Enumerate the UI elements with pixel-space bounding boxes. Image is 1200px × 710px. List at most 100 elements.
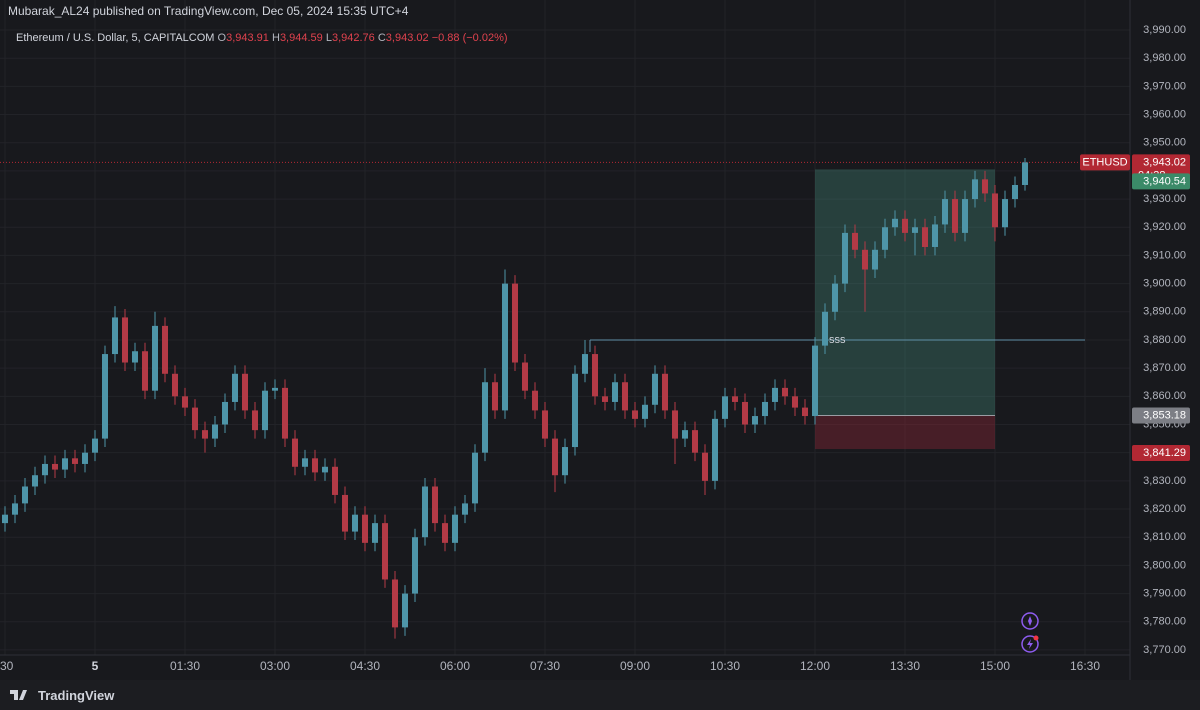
candle-body xyxy=(302,458,308,467)
candle-body xyxy=(182,396,188,408)
candle-body xyxy=(622,382,628,411)
candle-body xyxy=(132,351,138,363)
candle-body xyxy=(902,218,908,233)
entry-tag-bg xyxy=(1132,407,1190,424)
candle-body xyxy=(542,410,548,439)
candle-body xyxy=(522,362,528,391)
candle-body xyxy=(862,249,868,270)
low-value: 3,942.76 xyxy=(332,32,375,44)
candle-body xyxy=(912,227,918,233)
candle-body xyxy=(442,523,448,543)
candle-body xyxy=(72,458,78,464)
brand: TradingView xyxy=(38,687,115,703)
candle-body xyxy=(872,249,878,270)
candle-body xyxy=(222,401,228,425)
y-tick-label: 3,990.00 xyxy=(1143,24,1186,36)
y-tick-label: 3,980.00 xyxy=(1143,52,1186,64)
candle-body xyxy=(272,387,278,391)
x-tick-label: 5 xyxy=(92,659,99,673)
open-label: O xyxy=(218,32,227,44)
x-tick-label: 09:00 xyxy=(620,659,650,673)
candle-body xyxy=(592,354,598,397)
logo xyxy=(10,690,27,700)
candle-body xyxy=(572,373,578,448)
candle-body xyxy=(412,537,418,594)
candle-body xyxy=(662,373,668,411)
candle-body xyxy=(1012,184,1018,200)
chart: sss 3,770.00 3,780.00 3,790.00 3,800.00 3,81… xyxy=(0,0,1190,680)
low-label: L xyxy=(326,32,332,44)
candle-body xyxy=(752,416,758,425)
candle-body xyxy=(672,410,678,439)
candle-body xyxy=(532,390,538,411)
y-tick-label: 3,790.00 xyxy=(1143,587,1186,599)
candle-body xyxy=(732,396,738,402)
candle-body xyxy=(312,458,318,473)
candle-body xyxy=(212,424,218,439)
candle-body xyxy=(152,325,158,391)
x-tick-label: 12:00 xyxy=(800,659,830,673)
candle-body xyxy=(372,523,378,543)
y-tick-label: 3,890.00 xyxy=(1143,306,1186,318)
candle-body xyxy=(492,382,498,411)
candle-body xyxy=(142,351,148,391)
candle-body xyxy=(512,283,518,363)
x-tick-label: 06:00 xyxy=(440,659,470,673)
candle-body xyxy=(332,466,338,495)
candle-body xyxy=(122,317,128,363)
candle-body xyxy=(292,438,298,467)
candle-body xyxy=(602,396,608,402)
candle-body xyxy=(252,410,258,431)
x-tick-label: 15:00 xyxy=(980,659,1010,673)
candle-body xyxy=(12,503,18,515)
y-tick-label: 3,870.00 xyxy=(1143,362,1186,374)
x-tick-label: 16:30 xyxy=(1070,659,1100,673)
candle-body xyxy=(712,418,718,481)
target-tag-bg xyxy=(1132,173,1190,190)
candle-body xyxy=(432,486,438,524)
change: −0.88 (−0.02%) xyxy=(432,32,508,44)
candle-body xyxy=(582,354,588,374)
candle-body xyxy=(1022,162,1028,185)
y-tick-label: 3,910.00 xyxy=(1143,249,1186,261)
candle-body xyxy=(562,447,568,476)
candle-body xyxy=(632,410,638,419)
candle-body xyxy=(112,317,118,355)
candle-body xyxy=(922,227,928,247)
y-tick-label: 3,950.00 xyxy=(1143,137,1186,149)
candle-body xyxy=(612,382,618,402)
candle-body xyxy=(422,486,428,538)
symbol-tag: ETHUSD xyxy=(1082,156,1127,168)
alerts-icon[interactable] xyxy=(1021,635,1039,653)
candle-body xyxy=(62,458,68,470)
published-line: Mubarak_AL24 published on TradingView.co… xyxy=(8,4,409,18)
y-tick-label: 3,960.00 xyxy=(1143,108,1186,120)
y-tick-label: 3,820.00 xyxy=(1143,503,1186,515)
x-tick-label: 10:30 xyxy=(710,659,740,673)
candle-body xyxy=(382,523,388,580)
candle-body xyxy=(982,179,988,194)
candle-body xyxy=(692,430,698,453)
assistant-icon[interactable] xyxy=(1021,612,1039,630)
footer: TradingView xyxy=(0,680,1200,710)
axes: 3,770.00 3,780.00 3,790.00 3,800.00 3,810.00… xyxy=(0,24,1190,673)
close-value: 3,943.02 xyxy=(386,32,429,44)
candle-body xyxy=(882,227,888,250)
last-price-tag: 3,943.02 xyxy=(1143,156,1186,168)
candle-body xyxy=(202,430,208,439)
candle-body xyxy=(1002,199,1008,228)
high-label: H xyxy=(272,32,280,44)
candle-body xyxy=(392,579,398,628)
x-tick-label: 07:30 xyxy=(530,659,560,673)
candle-body xyxy=(642,404,648,419)
candle-body xyxy=(502,283,508,411)
candle-body xyxy=(952,199,958,233)
candle-body xyxy=(942,199,948,225)
candle-body xyxy=(242,373,248,411)
candle-body xyxy=(842,232,848,284)
candle-body xyxy=(342,494,348,532)
candle-body xyxy=(92,438,98,453)
candle-body xyxy=(232,373,238,402)
y-tick-label: 3,830.00 xyxy=(1143,475,1186,487)
